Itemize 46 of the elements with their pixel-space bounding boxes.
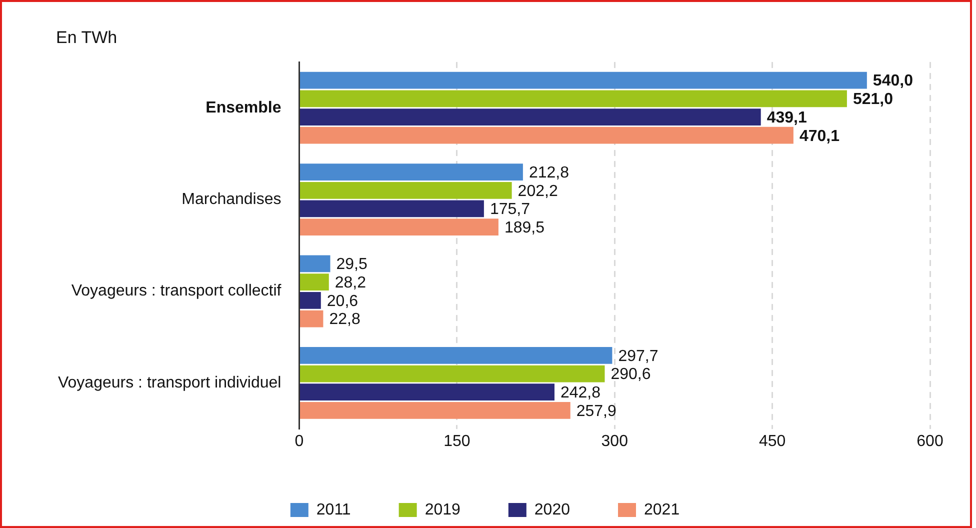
bar xyxy=(300,200,484,218)
bar xyxy=(300,384,554,401)
legend-label: 2011 xyxy=(316,501,351,518)
bar xyxy=(300,292,321,309)
data-label: 257,9 xyxy=(576,402,617,420)
text: En TWh xyxy=(56,28,118,48)
bar xyxy=(300,255,330,272)
bar xyxy=(300,182,512,199)
x-tick-label: 600 xyxy=(916,432,944,450)
data-label: 175,7 xyxy=(490,201,530,218)
data-label: 22,8 xyxy=(329,311,360,328)
legend-label: 2020 xyxy=(534,501,570,518)
bar xyxy=(300,274,329,291)
x-tick-label: 150 xyxy=(444,432,470,450)
bar xyxy=(300,126,794,144)
x-tick-label: 300 xyxy=(601,432,628,450)
bar xyxy=(300,347,612,364)
data-label: 212,8 xyxy=(528,164,570,182)
bar xyxy=(300,108,761,126)
legend-label: 2021 xyxy=(644,501,680,518)
y-tick-label: Ensemble xyxy=(206,99,282,116)
data-label: 242,8 xyxy=(560,384,601,402)
data-label: 470,1 xyxy=(799,128,840,145)
data-label: 28,2 xyxy=(334,274,366,292)
data-label: 20,6 xyxy=(326,292,358,310)
legend-label: 2019 xyxy=(424,501,461,518)
data-label: 290,6 xyxy=(610,366,651,384)
bar xyxy=(300,164,523,180)
data-label: 540,0 xyxy=(872,72,914,90)
bar xyxy=(300,402,570,419)
data-label: 202,2 xyxy=(518,182,558,200)
bar xyxy=(300,72,867,89)
y-tick-label: Voyageurs : transport individuel xyxy=(58,374,282,392)
x-tick-label: 450 xyxy=(758,432,786,450)
bar xyxy=(300,90,847,108)
bar xyxy=(300,218,498,236)
data-label: 439,1 xyxy=(766,109,807,126)
y-tick-label: Voyageurs : transport collectif xyxy=(71,282,282,300)
x-tick-label: 0 xyxy=(294,432,304,450)
bar xyxy=(300,310,324,328)
bar xyxy=(300,365,605,382)
data-label: 297,7 xyxy=(618,348,658,365)
data-label: 189,5 xyxy=(504,219,545,236)
y-tick-label: Marchandises xyxy=(182,190,282,208)
data-label: 29,5 xyxy=(336,256,368,274)
data-label: 521,0 xyxy=(852,91,894,108)
